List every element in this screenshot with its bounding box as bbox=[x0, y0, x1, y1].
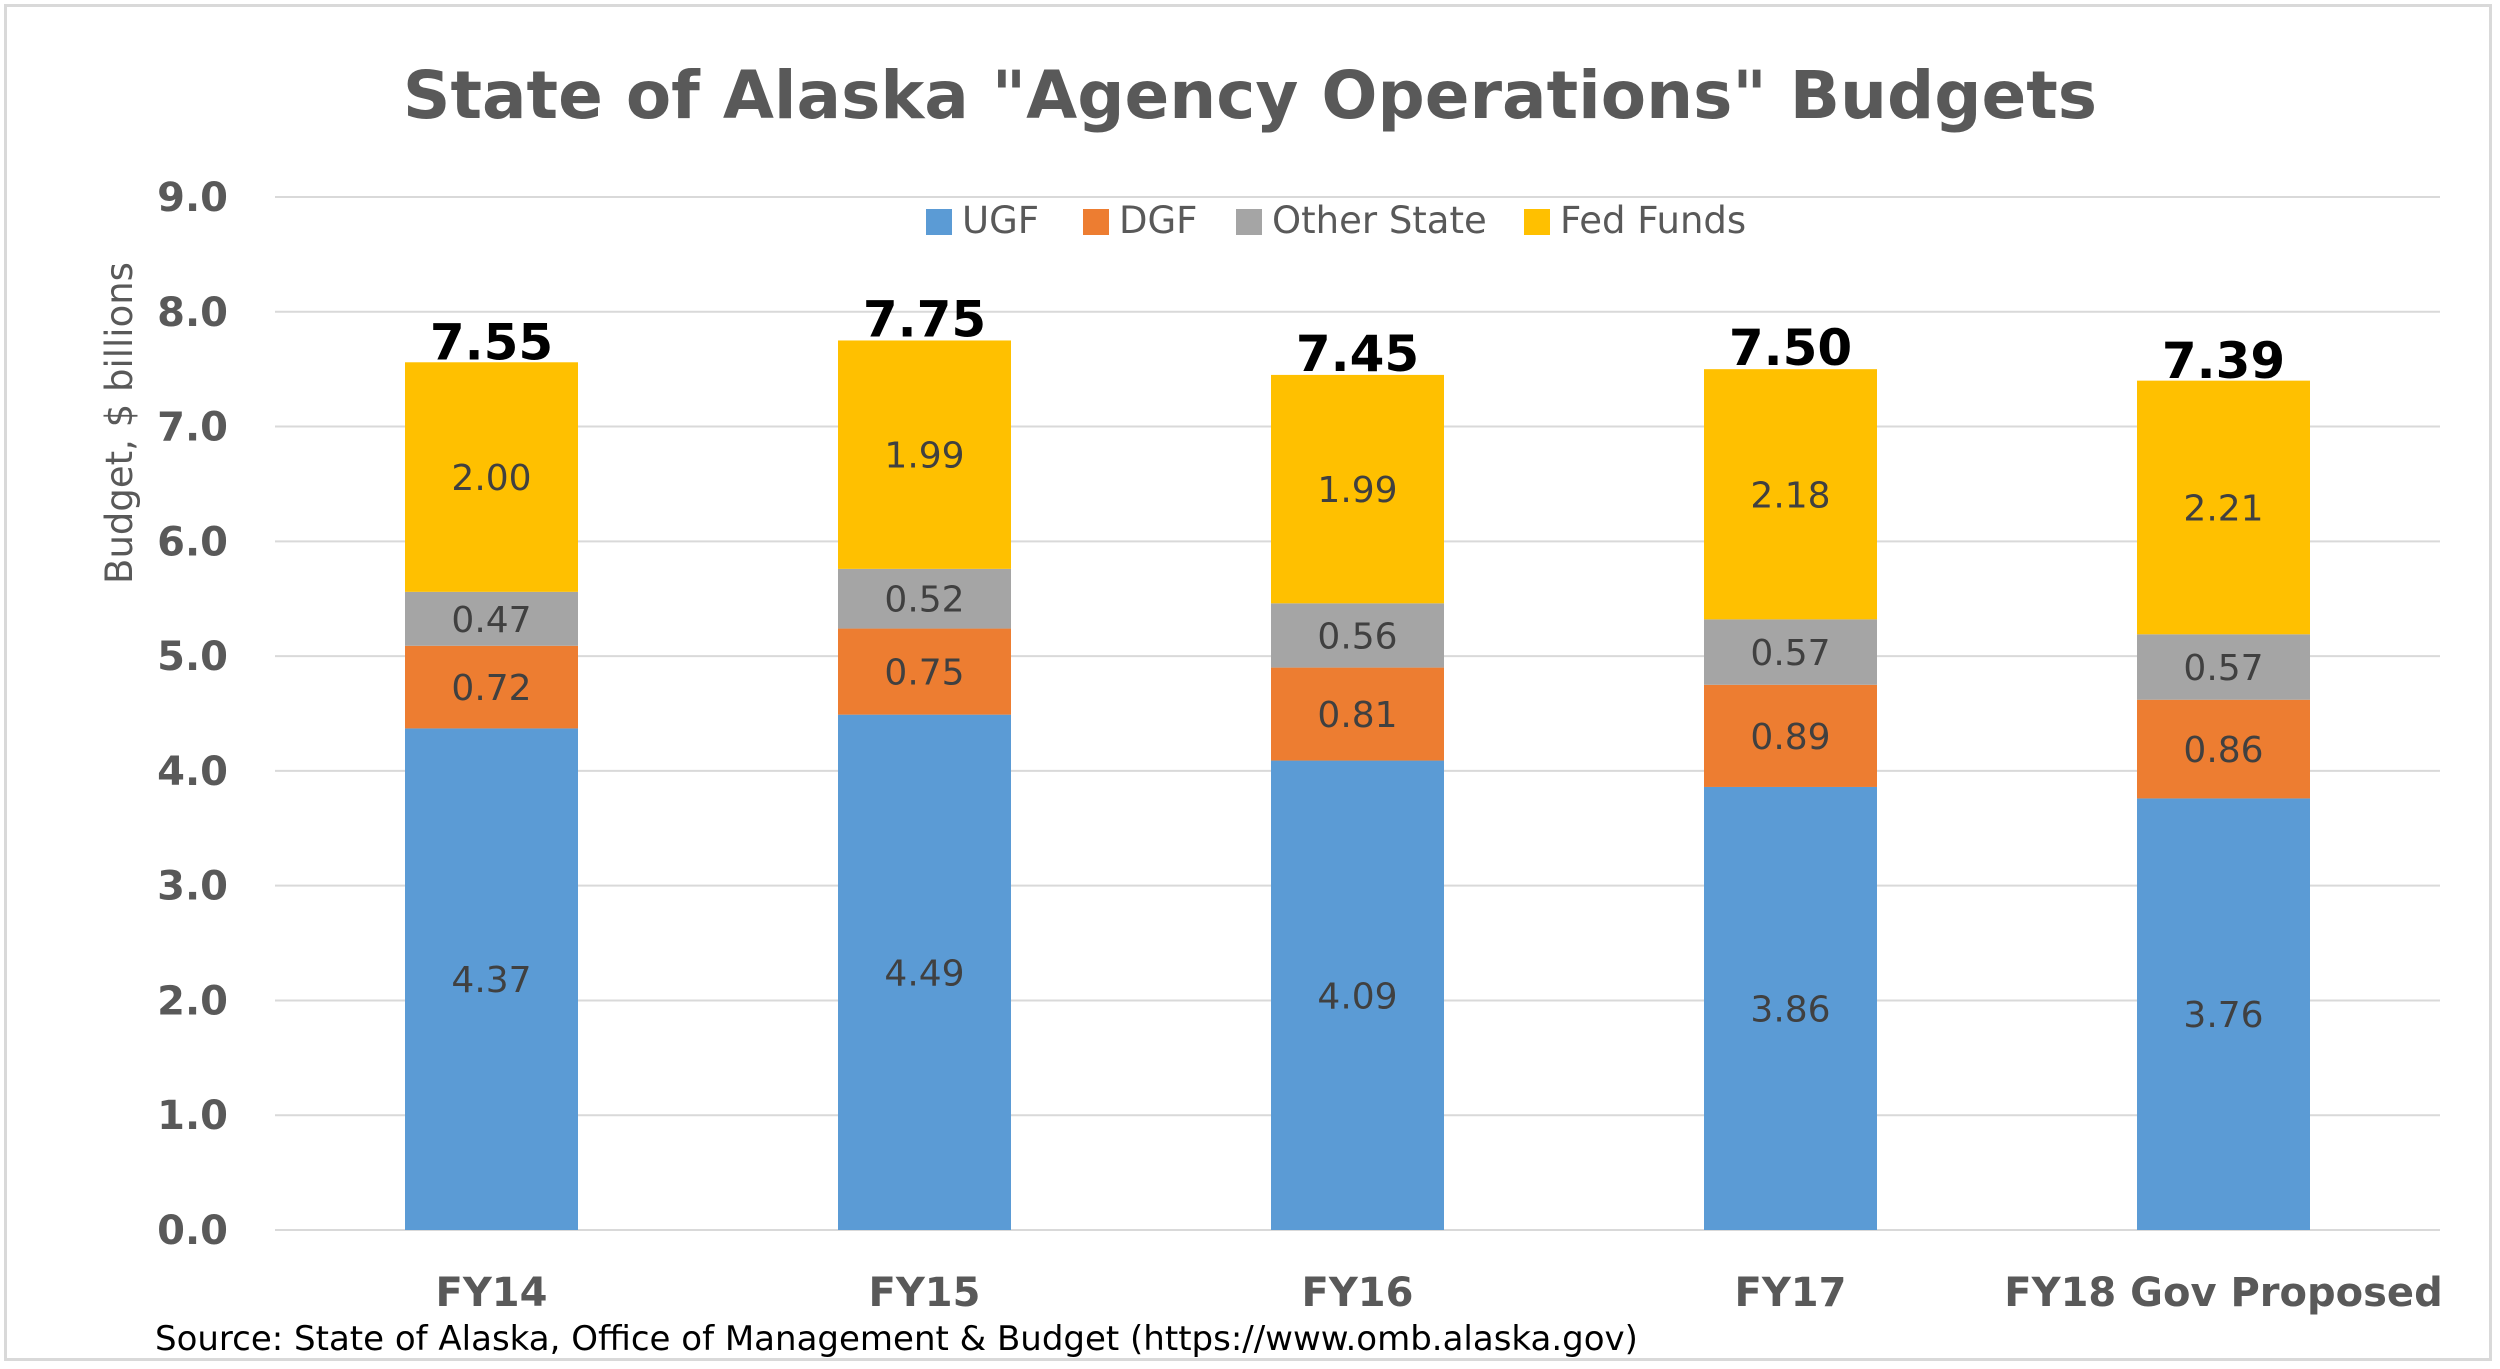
segment-value-label: 0.56 bbox=[1317, 616, 1397, 657]
segment-value-label: 0.52 bbox=[884, 580, 964, 621]
segment-value-label: 2.21 bbox=[2183, 488, 2263, 529]
bar-segment bbox=[1704, 369, 1877, 620]
bar-segment bbox=[1271, 603, 1444, 668]
bar-segment bbox=[1271, 760, 1444, 1230]
segment-value-label: 2.18 bbox=[1750, 475, 1830, 516]
bar-segment bbox=[2137, 634, 2310, 700]
segment-value-label: 1.99 bbox=[1317, 470, 1397, 511]
y-axis-label: Budget, $ billions bbox=[98, 262, 141, 584]
chart-title: State of Alaska "Agency Operations" Budg… bbox=[403, 57, 2097, 134]
total-value-label: 7.45 bbox=[1296, 325, 1419, 383]
bar-segment bbox=[2137, 699, 2310, 799]
segment-value-label: 0.75 bbox=[884, 653, 964, 694]
bar-segment bbox=[405, 591, 578, 646]
legend-label: Other State bbox=[1272, 199, 1487, 242]
segment-value-label: 0.81 bbox=[1317, 695, 1397, 736]
legend-swatch bbox=[926, 209, 952, 235]
bar-segment bbox=[1271, 374, 1444, 604]
segment-value-label: 4.09 bbox=[1317, 976, 1397, 1017]
segment-value-label: 4.37 bbox=[451, 960, 531, 1001]
bar-segment bbox=[838, 568, 1011, 629]
segment-value-label: 0.89 bbox=[1750, 717, 1830, 758]
y-tick-label: 4.0 bbox=[157, 749, 228, 795]
bar-segment bbox=[1704, 786, 1877, 1230]
bar-segment bbox=[405, 362, 578, 592]
x-tick-label: FY16 bbox=[1302, 1270, 1414, 1316]
data-labels: 4.37 0.72 0.47 2.00 7.55 4.49 0.75 0.52 1.99 7.75… bbox=[430, 290, 2285, 1036]
x-axis-ticks: FY14 FY15 FY16 FY17 FY18 Gov Proposed bbox=[436, 1270, 2443, 1316]
bar-segment bbox=[1704, 684, 1877, 787]
legend-label: DGF bbox=[1119, 199, 1197, 242]
bar-segment bbox=[405, 645, 578, 729]
segment-value-label: 0.72 bbox=[451, 668, 531, 709]
y-axis-ticks: 0.0 1.0 2.0 3.0 4.0 5.0 6.0 7.0 8.0 9.0 bbox=[157, 175, 228, 1254]
bar-segment bbox=[838, 628, 1011, 715]
bars bbox=[405, 340, 2310, 1230]
y-tick-label: 6.0 bbox=[157, 519, 228, 565]
y-tick-label: 8.0 bbox=[157, 290, 228, 336]
segment-value-label: 4.49 bbox=[884, 953, 964, 994]
legend-swatch bbox=[1524, 209, 1550, 235]
legend: UGF DGF Other State Fed Funds bbox=[926, 199, 1746, 242]
segment-value-label: 2.00 bbox=[451, 458, 531, 499]
legend-label: Fed Funds bbox=[1560, 199, 1746, 242]
bar-segment bbox=[1704, 619, 1877, 685]
y-tick-label: 1.0 bbox=[157, 1093, 228, 1139]
legend-swatch bbox=[1236, 209, 1262, 235]
y-tick-label: 2.0 bbox=[157, 978, 228, 1024]
y-tick-label: 7.0 bbox=[157, 405, 228, 451]
total-value-label: 7.50 bbox=[1729, 319, 1852, 377]
x-tick-label: FY17 bbox=[1735, 1270, 1847, 1316]
total-value-label: 7.75 bbox=[863, 290, 986, 348]
segment-value-label: 0.86 bbox=[2183, 730, 2263, 771]
segment-value-label: 0.57 bbox=[2183, 648, 2263, 689]
legend-label: UGF bbox=[962, 199, 1039, 242]
legend-swatch bbox=[1083, 209, 1109, 235]
y-tick-label: 9.0 bbox=[157, 175, 228, 221]
gridlines bbox=[275, 196, 2440, 1231]
x-tick-label: FY15 bbox=[869, 1270, 981, 1316]
y-tick-label: 3.0 bbox=[157, 864, 228, 910]
source-note: Source: State of Alaska, Office of Manag… bbox=[155, 1319, 1638, 1359]
bar-segment bbox=[2137, 380, 2310, 635]
segment-value-label: 1.99 bbox=[884, 436, 964, 477]
bar-segment bbox=[838, 340, 1011, 569]
segment-value-label: 3.76 bbox=[2183, 995, 2263, 1036]
y-tick-label: 5.0 bbox=[157, 634, 228, 680]
bar-segment bbox=[838, 714, 1011, 1230]
chart-border bbox=[4, 4, 2492, 1361]
x-tick-label: FY14 bbox=[436, 1270, 548, 1316]
segment-value-label: 3.86 bbox=[1750, 989, 1830, 1030]
bar-segment bbox=[1271, 667, 1444, 761]
x-tick-label: FY18 Gov Proposed bbox=[2004, 1270, 2442, 1316]
total-value-label: 7.39 bbox=[2162, 332, 2285, 390]
segment-value-label: 0.57 bbox=[1750, 633, 1830, 674]
bar-segment bbox=[405, 728, 578, 1230]
y-tick-label: 0.0 bbox=[157, 1208, 228, 1254]
total-value-label: 7.55 bbox=[430, 313, 553, 371]
bar-segment bbox=[2137, 798, 2310, 1230]
segment-value-label: 0.47 bbox=[451, 600, 531, 641]
